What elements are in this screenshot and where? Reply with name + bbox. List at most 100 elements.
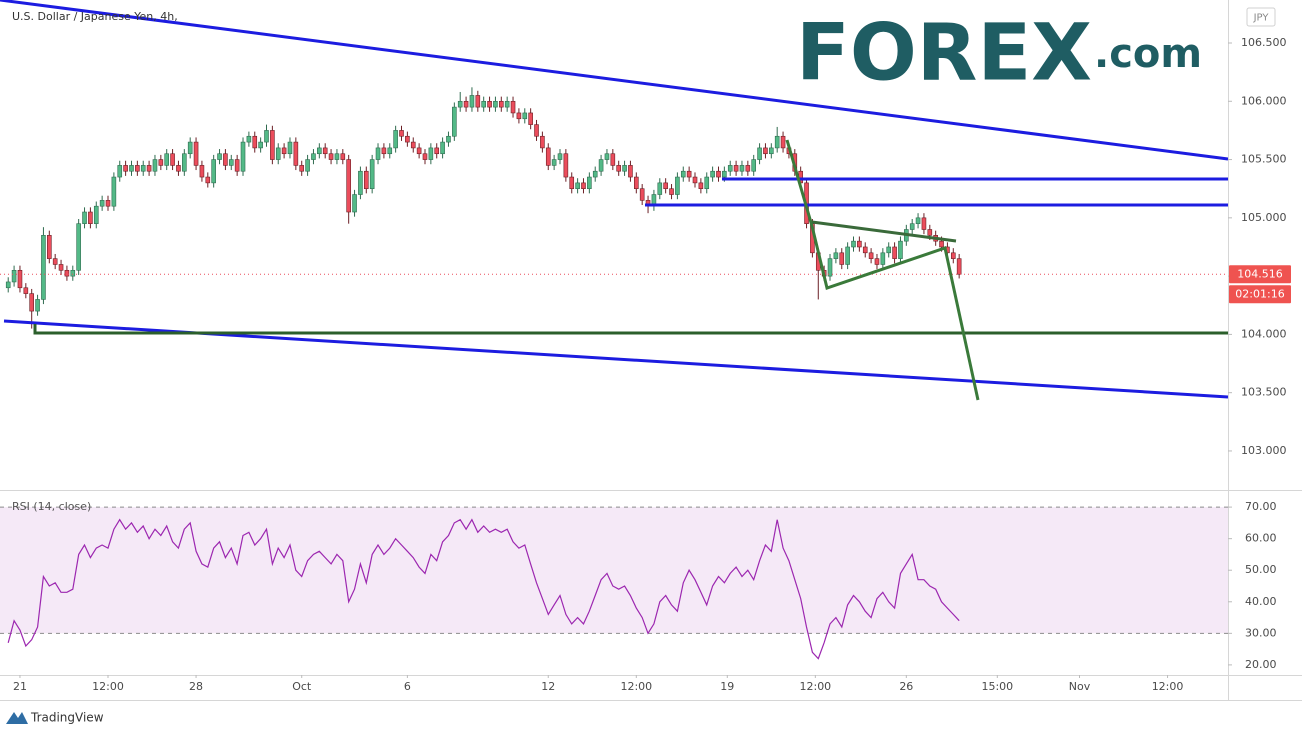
candle-body xyxy=(733,165,739,172)
candle-body xyxy=(827,258,833,277)
candle-body xyxy=(751,159,757,172)
candle-body xyxy=(240,141,246,172)
candle-body xyxy=(704,176,710,190)
candle-body xyxy=(698,182,704,190)
candle-body xyxy=(234,159,240,172)
candle-body xyxy=(757,147,762,160)
candle-body xyxy=(428,147,434,160)
candle-body xyxy=(956,258,962,275)
candle-body xyxy=(587,176,592,190)
candle-body xyxy=(17,269,23,289)
logo-suffix: .com xyxy=(1094,31,1202,77)
candle-body xyxy=(616,165,621,172)
candle-body xyxy=(551,159,557,166)
candle-body xyxy=(628,165,633,178)
candle-body xyxy=(716,170,721,178)
candle-body xyxy=(545,147,551,166)
candle-body xyxy=(52,258,58,265)
candle-body xyxy=(416,147,422,155)
candle-body xyxy=(857,240,862,248)
candle-body xyxy=(164,153,170,166)
candle-body xyxy=(598,159,604,172)
x-tick-label: 28 xyxy=(189,680,203,693)
candle-body xyxy=(880,252,886,265)
candle-body xyxy=(64,269,70,277)
candle-body xyxy=(528,112,533,125)
candle-body xyxy=(487,100,492,108)
candle-body xyxy=(663,182,668,190)
candle-body xyxy=(340,153,346,160)
candle-body xyxy=(352,194,357,213)
candle-body xyxy=(739,165,745,172)
candle-body xyxy=(369,159,375,190)
candle-body xyxy=(563,153,569,178)
rsi-line xyxy=(7,518,960,660)
candle-body xyxy=(393,130,398,149)
candle-body xyxy=(745,165,751,172)
channel-top xyxy=(0,0,1229,161)
x-tick-label: 12:00 xyxy=(1152,680,1184,693)
candle-body xyxy=(387,147,393,155)
currency-box: JPY xyxy=(1246,7,1276,27)
candle-body xyxy=(657,182,663,195)
candle-body xyxy=(763,147,768,155)
support-line xyxy=(33,324,1228,335)
candle-body xyxy=(581,182,586,190)
pattern-line xyxy=(811,220,957,243)
rsi-y-tick-label: 20.00 xyxy=(1245,658,1277,671)
candle-body xyxy=(158,159,164,166)
trend-drawings xyxy=(0,0,1229,401)
candle-body xyxy=(510,100,516,114)
candle-body xyxy=(710,170,715,178)
tv-icon xyxy=(6,712,28,724)
candle-body xyxy=(252,135,258,149)
candle-body xyxy=(498,100,504,108)
candle-body xyxy=(575,182,580,190)
candle-body xyxy=(187,141,193,155)
candle-body xyxy=(140,165,146,172)
candle-body xyxy=(358,170,363,195)
candle-body xyxy=(182,153,187,172)
last-price-box xyxy=(1229,265,1291,284)
logo: FOREX .com xyxy=(796,8,1202,98)
candle-body xyxy=(557,153,563,160)
candle-body xyxy=(927,229,933,236)
candle-body xyxy=(540,135,545,149)
y-tick-label: 105.500 xyxy=(1241,153,1287,166)
candle-body xyxy=(93,205,99,224)
candle-body xyxy=(939,240,944,248)
candle-body xyxy=(774,135,780,149)
candle-body xyxy=(334,153,340,160)
candle-body xyxy=(868,252,874,259)
candle-body xyxy=(375,147,381,160)
candle-body xyxy=(82,211,87,224)
candle-body xyxy=(452,106,457,137)
candle-body xyxy=(246,135,252,143)
candle-body xyxy=(921,217,927,230)
candle-body xyxy=(769,147,774,155)
candle-body xyxy=(839,252,845,265)
y-tick-label: 104.000 xyxy=(1241,327,1287,340)
candle-body xyxy=(363,170,369,190)
candle-body xyxy=(534,124,539,137)
frame xyxy=(0,0,1302,701)
candle-body xyxy=(475,95,481,108)
candle-body xyxy=(193,141,199,166)
candle-body xyxy=(722,170,727,178)
rsi-y-tick-label: 30.00 xyxy=(1245,626,1277,639)
rsi-y-tick-label: 50.00 xyxy=(1245,563,1277,576)
candle-body xyxy=(293,141,299,166)
candle-body xyxy=(35,299,40,312)
y-tick-label: 103.500 xyxy=(1241,386,1287,399)
pattern-line xyxy=(785,139,980,401)
candle-body xyxy=(317,147,322,155)
x-tick-label: 6 xyxy=(404,680,411,693)
candle-body xyxy=(129,165,134,172)
candle-body xyxy=(223,153,228,166)
countdown-label: 02:01:16 xyxy=(1235,287,1284,300)
candle-body xyxy=(604,153,610,160)
candle-body xyxy=(493,100,498,108)
candle-body xyxy=(909,223,915,230)
candle-body xyxy=(228,159,234,166)
rsi-y-tick-label: 70.00 xyxy=(1245,500,1277,513)
